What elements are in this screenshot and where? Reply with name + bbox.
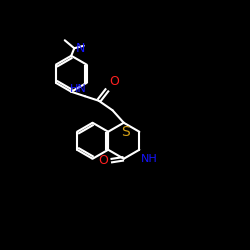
Text: O: O <box>110 75 120 88</box>
Text: S: S <box>120 125 130 139</box>
Text: O: O <box>98 154 108 167</box>
Text: HN: HN <box>70 84 86 94</box>
Text: N: N <box>76 42 85 55</box>
Text: NH: NH <box>140 154 157 164</box>
